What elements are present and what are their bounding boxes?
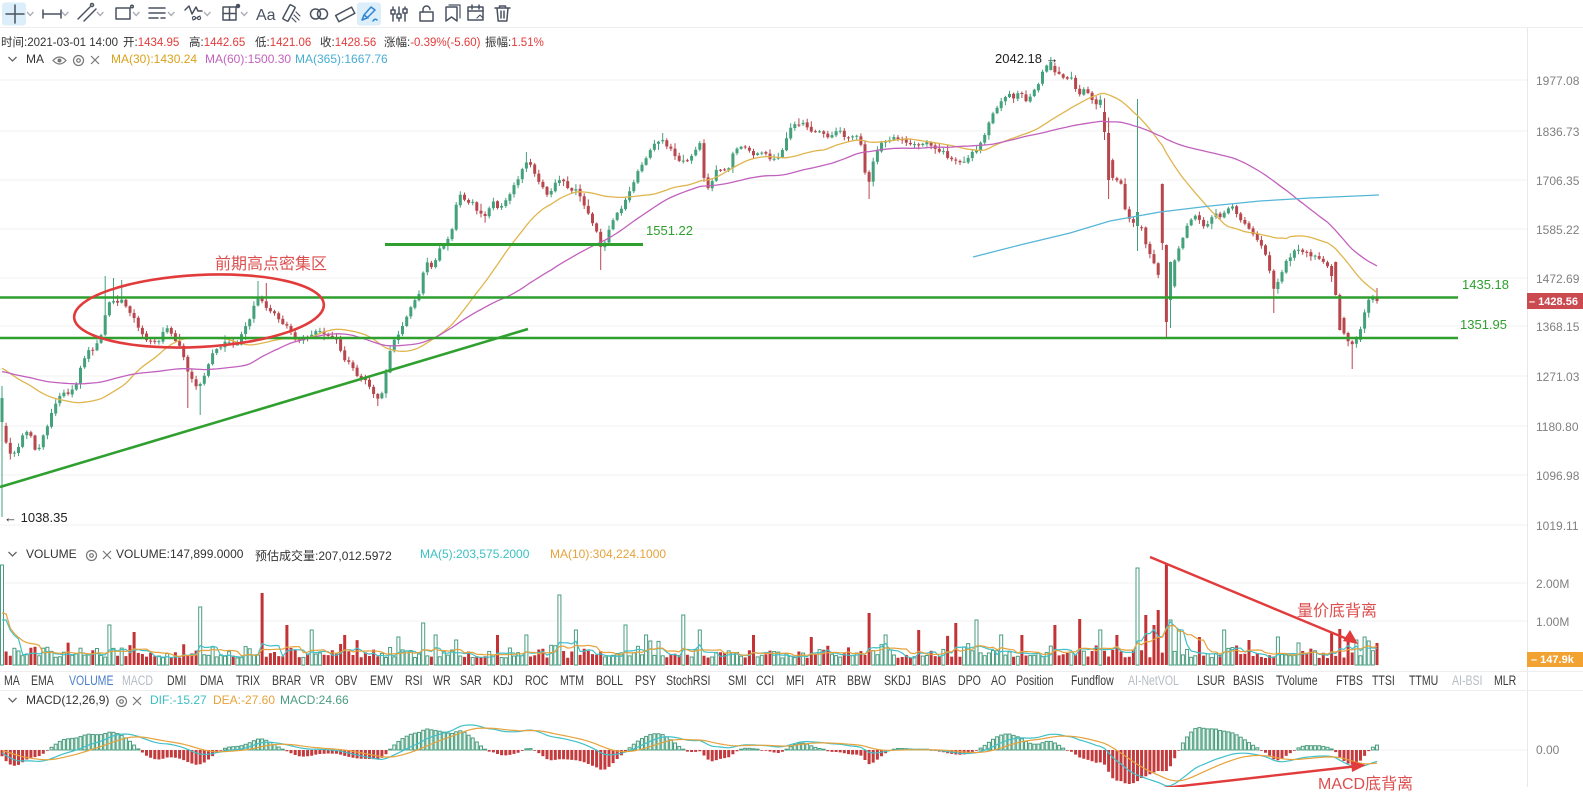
svg-text:Aa: Aa — [256, 7, 276, 24]
